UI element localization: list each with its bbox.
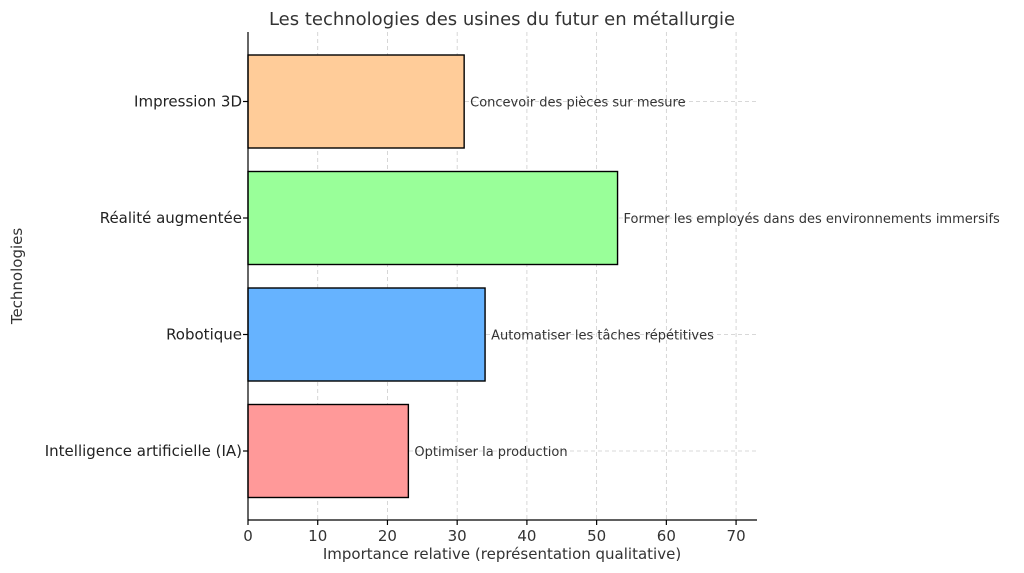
x-axis-label: Importance relative (représentation qual…	[323, 545, 681, 563]
data-annotation: Automatiser les tâches répétitives	[491, 329, 714, 344]
label-layer: Intelligence artificielle (IA) Optimiser …	[45, 93, 1000, 461]
y-axis-label: Technologies	[8, 228, 26, 326]
bar	[247, 287, 486, 382]
bar	[247, 54, 465, 149]
bar	[247, 170, 619, 266]
x-tick-label: 40	[517, 527, 536, 545]
x-tick-label: 0	[243, 527, 253, 545]
x-tick-label: 20	[378, 527, 397, 545]
bar	[247, 403, 410, 499]
data-annotation: Optimiser la production	[414, 445, 567, 460]
x-tick-label: 50	[587, 527, 606, 545]
axis-layer	[247, 32, 757, 521]
y-tick-label: Réalité augmentée	[100, 209, 242, 227]
x-tick-label: 60	[657, 527, 676, 545]
tick-layer: 0 10 20 30 40 50 60 70	[243, 100, 746, 545]
bar-layer	[247, 54, 619, 499]
y-tick-label: Robotique	[166, 326, 242, 344]
y-tick-label: Intelligence artificielle (IA)	[45, 442, 242, 460]
data-annotation: Concevoir des pièces sur mesure	[470, 96, 685, 111]
x-tick-label: 10	[308, 527, 327, 545]
y-tick-label: Impression 3D	[134, 93, 242, 111]
x-tick-label: 70	[727, 527, 746, 545]
x-tick-label: 30	[448, 527, 467, 545]
data-annotation: Former les employés dans des environneme…	[624, 212, 1001, 227]
chart-title: Les technologies des usines du futur en …	[269, 9, 735, 30]
